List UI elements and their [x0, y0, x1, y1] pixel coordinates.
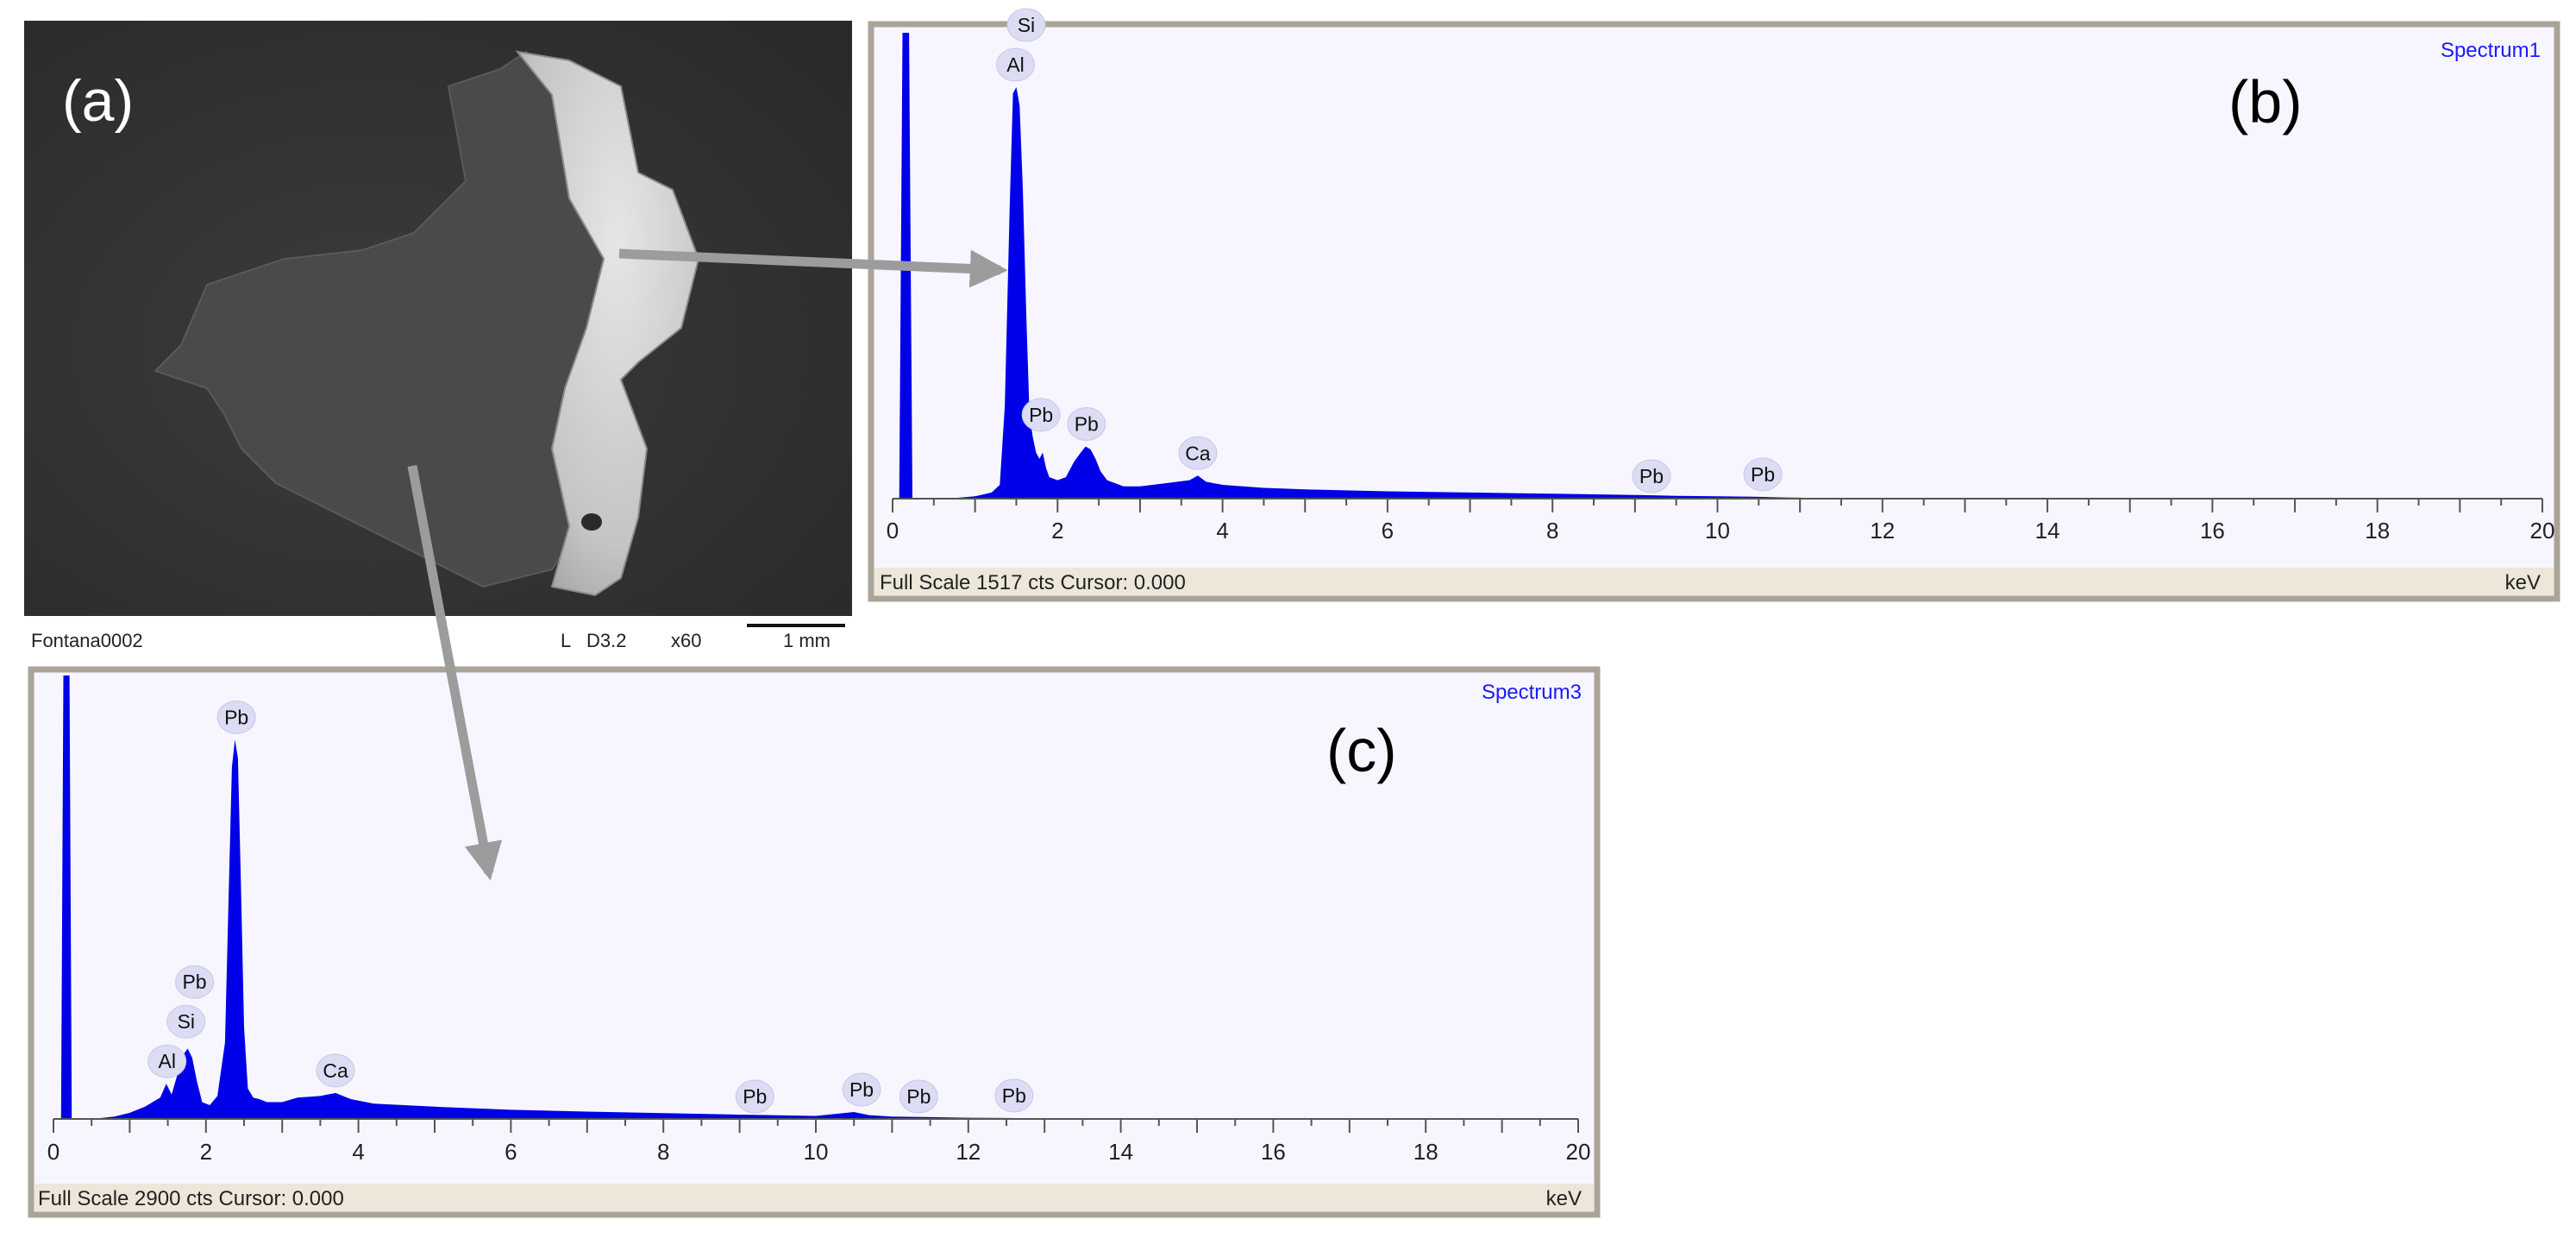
spectrum-frame — [868, 21, 2560, 602]
x-axis-label: keV — [1546, 1187, 1582, 1210]
x-tick-label: 6 — [505, 1139, 517, 1165]
peak-label: Ca — [1185, 442, 1211, 464]
peak-marker — [899, 1079, 938, 1114]
x-tick-label: 10 — [1705, 518, 1730, 544]
peak-label: Pb — [1751, 463, 1775, 486]
peak-marker — [994, 1078, 1034, 1113]
x-tick-label: 16 — [2200, 518, 2225, 544]
x-tick-label: 18 — [1413, 1139, 1438, 1165]
x-tick-label: 16 — [1261, 1139, 1286, 1165]
x-tick-label: 18 — [2365, 518, 2390, 544]
peak-label: Al — [1006, 53, 1024, 76]
x-axis-label: keV — [2505, 571, 2541, 594]
peak-label: Pb — [906, 1085, 931, 1108]
peak-label: Pb — [182, 971, 206, 993]
spectrum-footer-bar — [874, 568, 2554, 595]
arrow-bright-to-spectrum-b — [618, 248, 1008, 288]
peak-marker — [166, 1004, 206, 1039]
x-tick-label: 14 — [1108, 1139, 1133, 1165]
peak-label: Al — [158, 1050, 175, 1072]
particle-bright-region — [515, 50, 700, 597]
x-tick-label: 20 — [2530, 518, 2555, 544]
spectrum-marks: 0 2 4 6 8 10 12 14 16 18 20 Al Si Pb Pb Ca Pb Pb — [887, 8, 2555, 544]
x-tick-label: 0 — [47, 1139, 60, 1165]
x-tick-label: 6 — [1382, 518, 1394, 544]
spectrum-footer: Full Scale 1517 cts Cursor: 0.000 — [880, 571, 1186, 594]
x-tick-label: 8 — [1546, 518, 1558, 544]
spectrum-panel-label: (b) — [2228, 68, 2303, 135]
x-tick-label: 14 — [2035, 518, 2060, 544]
peak-marker — [1178, 436, 1218, 470]
sem-panel-label: (a) — [62, 68, 134, 134]
peak-marker — [1632, 459, 1671, 493]
spectrum-footer: Full Scale 2900 cts Cursor: 0.000 — [38, 1187, 344, 1210]
peak-label: Pb — [849, 1078, 874, 1101]
peak-label: Si — [178, 1010, 195, 1033]
peak-marker — [147, 1044, 187, 1078]
peak-marker — [216, 700, 256, 734]
x-tick-label: 8 — [657, 1139, 669, 1165]
peak-label: Pb — [1002, 1084, 1026, 1107]
peak-label: Ca — [323, 1059, 348, 1082]
peak-label: Si — [1018, 14, 1035, 36]
sem-magnification: x60 — [671, 630, 701, 651]
peak-label: Pb — [1639, 465, 1664, 487]
peak-marker — [735, 1079, 774, 1114]
x-tick-label: 12 — [1870, 518, 1895, 544]
x-tick-label: 20 — [1566, 1139, 1591, 1165]
x-tick-label: 2 — [200, 1139, 212, 1165]
x-tick-label: 2 — [1051, 518, 1063, 544]
x-tick-label: 10 — [804, 1139, 829, 1165]
particle-pit — [581, 513, 602, 531]
peak-label: Pb — [743, 1085, 767, 1108]
spectrum-footer-bar — [34, 1184, 1594, 1211]
sem-detector: D3.2 — [586, 630, 626, 651]
peak-marker — [1006, 8, 1046, 42]
peak-label: Pb — [1029, 404, 1053, 426]
sem-panel: (a) Fontana0002 L D3.2 x60 1 mm — [24, 21, 852, 651]
sem-scale-mode: L — [561, 630, 571, 651]
peak-marker — [1067, 406, 1106, 441]
x-tick-label: 4 — [352, 1139, 364, 1165]
peak-label: Pb — [224, 706, 248, 728]
peak-marker — [842, 1072, 881, 1107]
spectrum-panel-label: (c) — [1326, 717, 1397, 784]
spectrum-panel-b: 0 2 4 6 8 10 12 14 16 18 20 Al Si Pb Pb Ca Pb Pb Spectrum… — [868, 8, 2560, 602]
sem-caption: Fontana0002 — [31, 630, 143, 651]
spectrum-title: Spectrum1 — [2441, 39, 2541, 62]
arrow-dark-to-spectrum-c — [407, 464, 503, 881]
x-tick-label: 0 — [887, 518, 899, 544]
spectrum-title: Spectrum3 — [1482, 681, 1582, 704]
peak-label: Pb — [1075, 412, 1099, 435]
peak-marker — [316, 1053, 355, 1088]
sem-scale-length: 1 mm — [783, 630, 830, 651]
peak-marker — [1743, 457, 1783, 492]
spectrum-frame — [28, 666, 1601, 1218]
x-tick-label: 4 — [1216, 518, 1228, 544]
x-tick-label: 12 — [956, 1139, 981, 1165]
peak-marker — [175, 965, 215, 999]
peak-marker — [996, 47, 1036, 82]
peak-marker — [1021, 398, 1061, 432]
